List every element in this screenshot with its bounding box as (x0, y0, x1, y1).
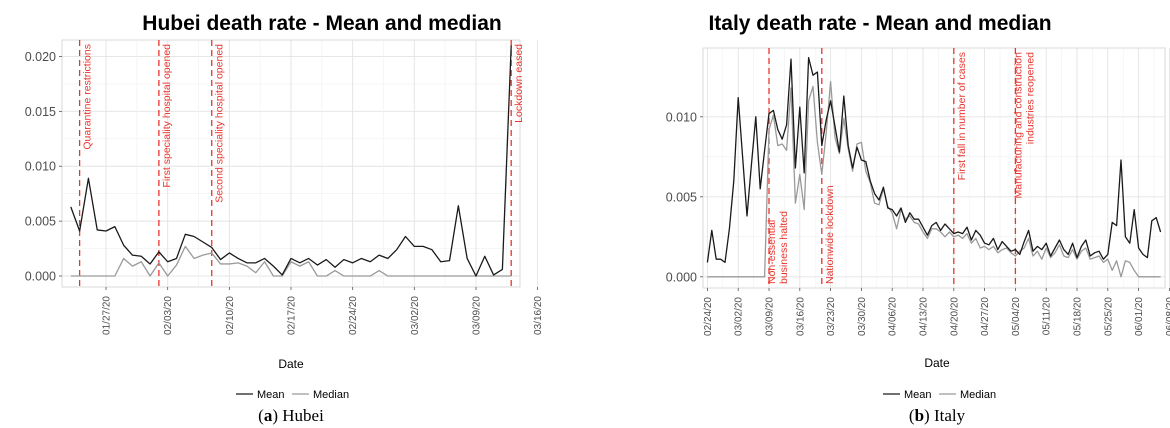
hubei-x-tick-label: 02/10/20 (225, 296, 236, 335)
italy-x-tick-label: 04/06/20 (888, 297, 899, 336)
italy-x-tick-label: 02/24/20 (703, 297, 714, 336)
italy-x-tick-label: 06/08/20 (1165, 297, 1170, 336)
hubei-event-label: Second speciality hospital opened (214, 44, 226, 203)
hubei-event-label: Lockdown eased (513, 44, 525, 123)
italy-event-label: First fall in number of cases (956, 52, 968, 180)
italy-x-tick-label: 03/02/20 (734, 297, 745, 336)
italy-y-tick-label: 0.005 (666, 190, 697, 204)
hubei-chart-title: Hubei death rate - Mean and median (142, 12, 501, 35)
hubei-x-tick-label: 03/09/20 (471, 296, 482, 335)
italy-chart-title: Italy death rate - Mean and median (708, 12, 1051, 35)
hubei-x-tick-label: 01/27/20 (102, 296, 113, 335)
hubei-y-tick-label: 0.015 (25, 105, 56, 119)
italy-x-tick-label: 03/16/20 (795, 297, 806, 336)
hubei-x-tick-label: 02/24/20 (348, 296, 359, 335)
hubei-legend: Mean Median (236, 389, 349, 401)
italy-legend-mean-label: Mean (904, 389, 932, 401)
hubei-series-median (70, 245, 512, 277)
italy-x-tick-label: 04/13/20 (919, 297, 930, 336)
caption-b-text: Italy (930, 406, 966, 425)
hubei-legend-mean-label: Mean (257, 389, 285, 401)
italy-series-median (707, 80, 1161, 278)
italy-caption: (b) Italy (909, 406, 966, 425)
hubei-series-mean (70, 45, 512, 277)
hubei-x-axis-label: Date (278, 357, 304, 371)
caption-a-text: Hubei (278, 406, 324, 425)
caption-b-letter: b (915, 406, 924, 425)
hubei-y-tick-label: 0.005 (25, 215, 56, 229)
italy-x-tick-label: 05/11/20 (1042, 297, 1053, 336)
hubei-panel: Hubei death rate - Mean and median 0.000… (25, 12, 544, 425)
hubei-event-label: First speciality hospital opened (161, 44, 173, 188)
italy-x-tick-label: 05/18/20 (1073, 297, 1084, 336)
italy-x-tick-label: 06/01/20 (1134, 297, 1145, 336)
italy-x-tick-label: 03/09/20 (765, 297, 776, 336)
caption-a-letter: a (264, 406, 273, 425)
italy-event-label: Non-essentialbusiness halted (766, 211, 790, 284)
italy-x-tick-label: 05/25/20 (1103, 297, 1114, 336)
italy-x-tick-label: 03/30/20 (857, 297, 868, 336)
italy-x-tick-label: 04/20/20 (949, 297, 960, 336)
hubei-event-label: Quarantine restrictions (82, 44, 94, 150)
italy-event-label: Manufacturing and constructionindustries… (1012, 52, 1036, 199)
italy-event-label: Nationwide lockdown (824, 185, 836, 284)
hubei-legend-median-label: Median (313, 389, 349, 401)
hubei-y-tick-label: 0.000 (25, 270, 56, 284)
hubei-x-tick-label: 02/17/20 (287, 296, 298, 335)
hubei-x-tick-label: 02/03/20 (163, 296, 174, 335)
hubei-x-tick-label: 03/02/20 (410, 296, 421, 335)
italy-x-tick-label: 03/23/20 (826, 297, 837, 336)
hubei-x-tick-label: 03/16/20 (533, 296, 544, 335)
italy-x-axis-label: Date (924, 356, 950, 370)
italy-x-tick-label: 04/27/20 (980, 297, 991, 336)
hubei-caption: (a) Hubei (258, 406, 324, 425)
italy-y-tick-label: 0.000 (666, 270, 697, 284)
italy-panel: Italy death rate - Mean and median 0.000… (666, 12, 1170, 425)
italy-y-tick-label: 0.010 (666, 110, 697, 124)
italy-legend: Mean Median (883, 389, 996, 401)
hubei-y-tick-label: 0.010 (25, 160, 56, 174)
italy-legend-median-label: Median (960, 389, 996, 401)
italy-series-mean (706, 56, 1162, 264)
hubei-y-tick-label: 0.020 (25, 50, 56, 64)
italy-x-tick-label: 05/04/20 (1011, 297, 1022, 336)
